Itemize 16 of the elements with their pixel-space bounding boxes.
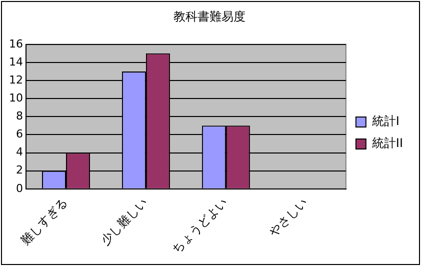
x-tick-label: 少し難しい [98,195,150,248]
y-tick-label: 4 [16,146,23,159]
legend-label: 統計I [372,114,400,128]
y-tick-label: 0 [16,182,23,195]
x-tick-label: やさしい [266,195,310,240]
y-tick-label: 2 [16,164,23,177]
legend-label: 統計II [372,136,403,150]
chart-title: 教科書難易度 [174,9,246,24]
x-tick-label: 難しすぎる [18,195,70,248]
y-tick-label: 12 [8,73,23,86]
y-tick-label: 16 [8,37,23,50]
y-tick-label: 8 [16,110,23,123]
y-tick-label: 6 [16,128,23,141]
y-tick-label: 14 [8,55,23,68]
y-tick-label: 10 [8,91,23,104]
x-tick-label: ちょうどよい [169,195,230,256]
